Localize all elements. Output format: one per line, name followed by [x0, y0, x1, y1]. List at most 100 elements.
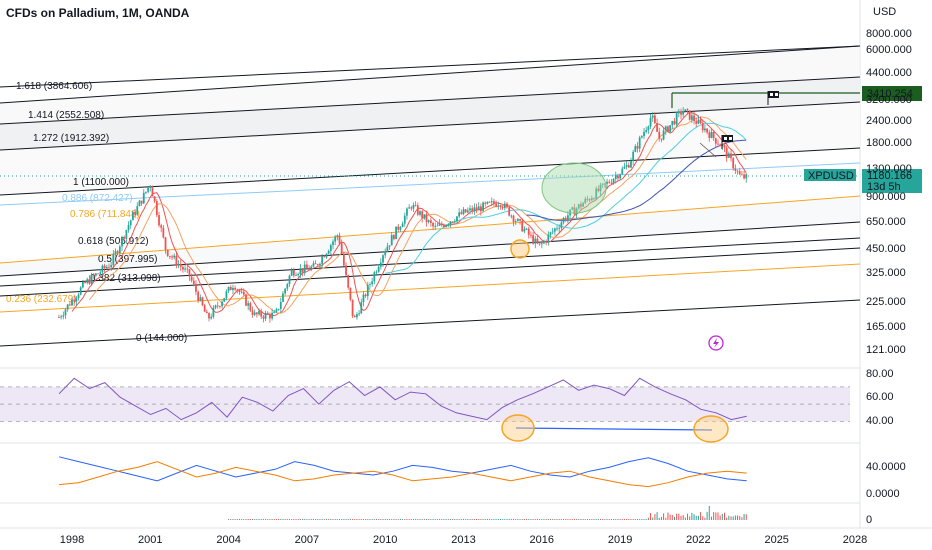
candle-body	[558, 227, 561, 229]
volume-bar	[610, 519, 612, 520]
symbol-badge	[804, 169, 856, 181]
candle-body	[488, 201, 491, 203]
volume-bar	[434, 519, 436, 520]
volume-bar	[715, 512, 717, 520]
volume-bar	[552, 519, 554, 520]
y-tick-label: 3200.000	[866, 94, 912, 106]
x-tick-label: 2001	[138, 534, 162, 546]
candle-body	[260, 311, 263, 317]
volume-bar	[330, 519, 332, 520]
highlight-circle	[693, 415, 729, 443]
candle-body	[412, 205, 415, 209]
volume-bar	[523, 519, 525, 520]
volume-bar	[543, 519, 545, 520]
candle-body	[453, 221, 456, 223]
volume-pane[interactable]	[228, 505, 747, 520]
candle-body	[162, 227, 165, 238]
volume-bar	[428, 519, 430, 520]
fib-channel[interactable]: 0 (144.000) 0.236 (232.679) 0.382 (313.098…	[0, 45, 861, 347]
volume-bar	[256, 519, 258, 520]
candle-body	[567, 215, 569, 220]
dmi-pane[interactable]	[58, 456, 747, 488]
candle-body	[662, 130, 665, 140]
candle-body	[551, 231, 554, 233]
candle-body	[140, 200, 143, 204]
candle-body	[519, 218, 521, 221]
candle-body	[369, 284, 371, 285]
volume-bar	[284, 519, 286, 520]
x-tick-label: 2010	[373, 534, 397, 546]
candle-body	[445, 224, 447, 227]
candle-body	[671, 120, 674, 126]
candle-body	[397, 226, 400, 230]
candle-body	[332, 241, 334, 246]
candle-body	[436, 225, 439, 227]
fib-label: 0.382 (313.098)	[90, 273, 161, 284]
volume-bar	[302, 519, 304, 520]
volume-bar	[530, 519, 532, 520]
volume-bar	[265, 519, 267, 520]
volume-bar	[608, 519, 610, 520]
volume-bar	[376, 519, 377, 520]
candle-body	[688, 110, 691, 120]
candle-body	[590, 198, 593, 201]
candle-body	[232, 287, 234, 291]
y-tick-label: 1800.000	[866, 137, 912, 149]
candle-body	[62, 315, 65, 317]
candle-body	[258, 311, 260, 315]
candle-body	[266, 312, 269, 315]
candle-body	[58, 317, 60, 318]
volume-bar	[356, 519, 358, 520]
candle-body	[460, 212, 463, 215]
candle-body	[619, 174, 621, 179]
candle-body	[319, 263, 321, 266]
volume-bar	[724, 512, 725, 520]
volume-bar	[360, 519, 362, 520]
volume-bar	[710, 516, 712, 520]
rsi-pane[interactable]	[0, 377, 850, 443]
candles[interactable]	[58, 107, 748, 323]
candle-body	[205, 311, 208, 314]
candle-body	[717, 143, 719, 145]
fib-line	[0, 101, 861, 151]
volume-bar	[486, 519, 488, 520]
candle-body	[262, 316, 265, 319]
volume-bar	[536, 519, 538, 520]
candle-body	[277, 308, 280, 310]
volume-bar	[495, 519, 497, 520]
volume-bar	[737, 515, 739, 520]
candle-body	[451, 221, 454, 223]
candle-body	[610, 182, 613, 184]
volume-bar	[671, 515, 673, 520]
volume-bar	[665, 517, 667, 520]
candle-body	[240, 291, 243, 293]
countdown-label: 13d 5h	[867, 181, 901, 193]
volume-bar	[641, 519, 643, 520]
volume-bar	[332, 519, 334, 520]
candle-body	[342, 253, 345, 266]
fib-line	[0, 45, 861, 104]
volume-bar	[728, 515, 730, 520]
fib-zone	[0, 196, 860, 276]
volume-bar	[232, 519, 234, 520]
candle-body	[584, 198, 587, 204]
rsi-trend-line	[515, 427, 713, 431]
dmi-line	[58, 456, 747, 482]
candle-body	[651, 115, 654, 118]
fib-label: 0.886 (872.427)	[62, 193, 133, 204]
candle-body	[227, 286, 230, 292]
flag-icon	[775, 93, 778, 96]
volume-bar	[697, 515, 699, 520]
candle-body	[727, 153, 730, 158]
volume-bar	[730, 516, 732, 520]
candle-body	[571, 207, 574, 210]
candle-body	[534, 238, 537, 244]
volume-bar	[278, 519, 280, 520]
candle-body	[580, 204, 582, 207]
y-tick-label: 121.000	[866, 344, 906, 356]
candle-body	[708, 132, 711, 138]
volume-bar	[606, 519, 608, 520]
candle-body	[719, 144, 722, 147]
